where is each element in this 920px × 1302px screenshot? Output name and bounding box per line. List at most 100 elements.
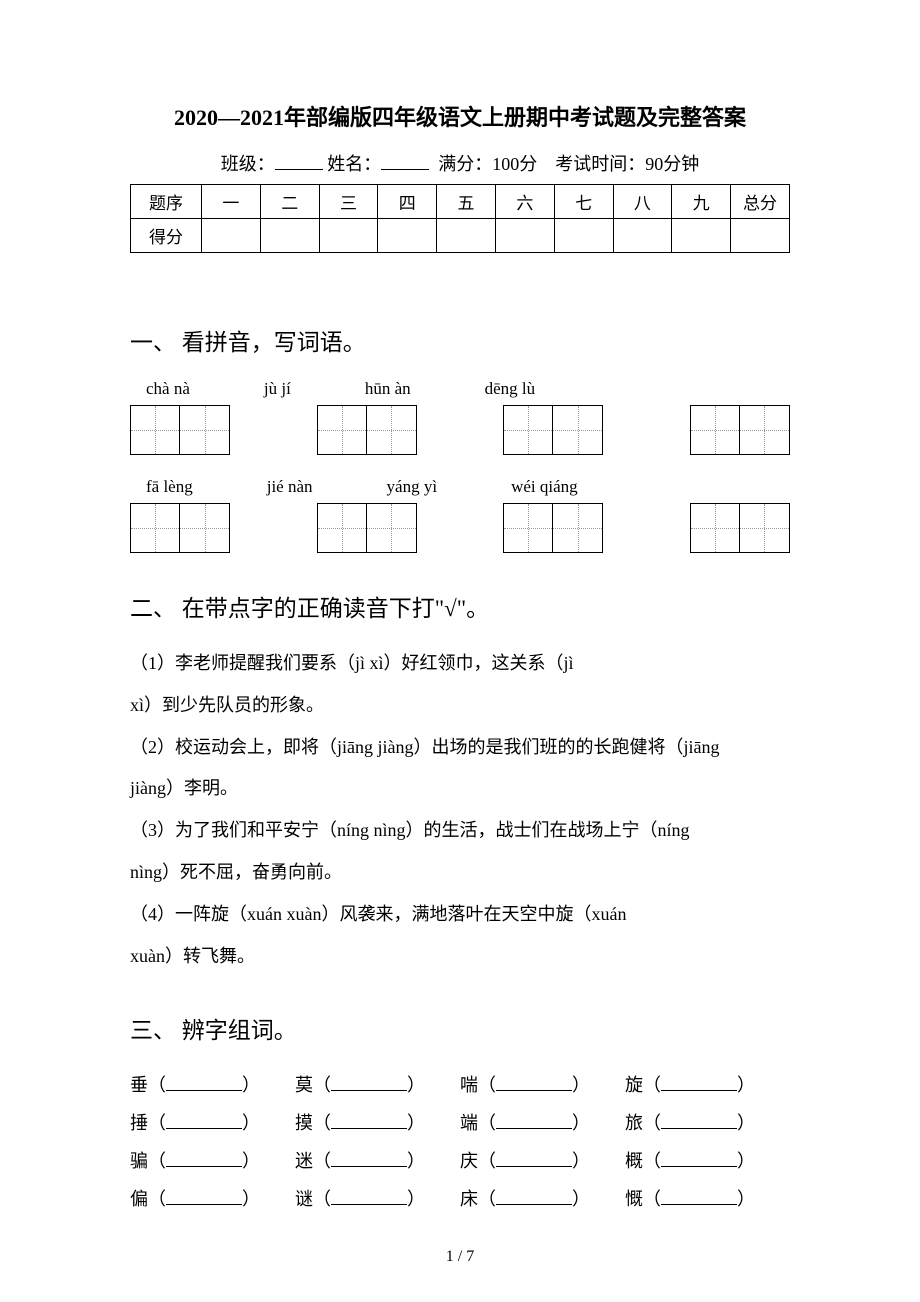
char-cell xyxy=(180,503,230,553)
word-item: 概（） xyxy=(625,1143,790,1181)
char-cell xyxy=(740,503,790,553)
pinyin: dēng lù xyxy=(485,379,536,399)
q2-line: xì）到少先队员的形象。 xyxy=(130,687,790,725)
pinyin: fā lèng xyxy=(146,477,193,497)
blank xyxy=(166,1151,242,1167)
blank xyxy=(496,1075,572,1091)
char-box xyxy=(317,405,417,455)
name-blank xyxy=(381,152,429,170)
cell: 总分 xyxy=(731,185,790,219)
word-row: 捶（） 摸（） 端（） 旅（） xyxy=(130,1105,790,1143)
blank xyxy=(496,1151,572,1167)
cell: 四 xyxy=(378,185,437,219)
blank xyxy=(166,1189,242,1205)
header-info: 班级： 姓名： 满分：100分 考试时间：90分钟 xyxy=(130,150,790,176)
char-box xyxy=(690,405,790,455)
word-item: 谜（） xyxy=(295,1181,460,1219)
page-number: 1 / 7 xyxy=(0,1248,920,1266)
blank xyxy=(496,1113,572,1129)
blank xyxy=(661,1075,737,1091)
char-box xyxy=(503,405,603,455)
cell: 九 xyxy=(672,185,731,219)
blank xyxy=(166,1113,242,1129)
char-cell xyxy=(317,503,367,553)
blank xyxy=(331,1189,407,1205)
blank xyxy=(661,1189,737,1205)
char-box xyxy=(130,503,230,553)
char-cell xyxy=(317,405,367,455)
char-cell xyxy=(690,405,740,455)
word-item: 偏（） xyxy=(130,1181,295,1219)
blank xyxy=(166,1075,242,1091)
cell: 六 xyxy=(495,185,554,219)
word-item: 捶（） xyxy=(130,1105,295,1143)
word-item: 莫（） xyxy=(295,1067,460,1105)
blank xyxy=(661,1113,737,1129)
section1-heading: 一、 看拼音，写词语。 xyxy=(130,323,790,357)
pinyin-row-2: fā lèng jié nàn yáng yì wéi qiáng xyxy=(130,477,790,497)
q2-line: （1）李老师提醒我们要系（jì xì）好红领巾，这关系（jì xyxy=(130,645,790,683)
word-item: 喘（） xyxy=(460,1067,625,1105)
char-cell xyxy=(180,405,230,455)
cell: 三 xyxy=(319,185,378,219)
full-score: 满分：100分 xyxy=(438,154,537,174)
section3-heading: 三、 辨字组词。 xyxy=(130,1011,790,1045)
cell xyxy=(260,219,319,253)
word-item: 垂（） xyxy=(130,1067,295,1105)
cell: 二 xyxy=(260,185,319,219)
blank xyxy=(331,1151,407,1167)
char-box xyxy=(690,503,790,553)
pinyin: jù jí xyxy=(264,379,291,399)
q2-line: nìng）死不屈，奋勇向前。 xyxy=(130,854,790,892)
document-title: 2020—2021年部编版四年级语文上册期中考试题及完整答案 xyxy=(130,100,790,132)
char-cell xyxy=(503,405,553,455)
table-row: 得分 xyxy=(131,219,790,253)
char-cell xyxy=(367,405,417,455)
cell: 八 xyxy=(613,185,672,219)
char-box xyxy=(503,503,603,553)
exam-time: 考试时间：90分钟 xyxy=(555,154,699,174)
word-item: 慨（） xyxy=(625,1181,790,1219)
cell: 七 xyxy=(554,185,613,219)
char-cell xyxy=(130,405,180,455)
pinyin: jié nàn xyxy=(267,477,313,497)
word-item: 摸（） xyxy=(295,1105,460,1143)
section2-heading: 二、 在带点字的正确读音下打"√"。 xyxy=(130,589,790,623)
char-cell xyxy=(130,503,180,553)
cell: 五 xyxy=(437,185,496,219)
pinyin: yáng yì xyxy=(387,477,438,497)
cell xyxy=(437,219,496,253)
name-label: 姓名： xyxy=(327,154,381,174)
word-item: 床（） xyxy=(460,1181,625,1219)
word-item: 端（） xyxy=(460,1105,625,1143)
cell xyxy=(672,219,731,253)
char-box xyxy=(317,503,417,553)
word-item: 旅（） xyxy=(625,1105,790,1143)
q2-line: （3）为了我们和平安宁（níng nìng）的生活，战士们在战场上宁（níng xyxy=(130,812,790,850)
blank xyxy=(331,1075,407,1091)
cell: 得分 xyxy=(131,219,202,253)
score-table: 题序 一 二 三 四 五 六 七 八 九 总分 得分 xyxy=(130,184,790,253)
char-box-row-1 xyxy=(130,405,790,455)
word-item: 迷（） xyxy=(295,1143,460,1181)
q2-line: xuàn）转飞舞。 xyxy=(130,938,790,976)
cell xyxy=(378,219,437,253)
char-cell xyxy=(740,405,790,455)
pinyin: chà nà xyxy=(146,379,190,399)
word-item: 庆（） xyxy=(460,1143,625,1181)
char-box-row-2 xyxy=(130,503,790,553)
word-item: 旋（） xyxy=(625,1067,790,1105)
q2-line: （2）校运动会上，即将（jiāng jiàng）出场的是我们班的的长跑健将（ji… xyxy=(130,729,790,767)
class-blank xyxy=(275,152,323,170)
cell xyxy=(554,219,613,253)
table-row: 题序 一 二 三 四 五 六 七 八 九 总分 xyxy=(131,185,790,219)
q2-line: （4）一阵旋（xuán xuàn）风袭来，满地落叶在天空中旋（xuán xyxy=(130,896,790,934)
char-cell xyxy=(553,503,603,553)
char-cell xyxy=(553,405,603,455)
cell xyxy=(731,219,790,253)
word-row: 骗（） 迷（） 庆（） 概（） xyxy=(130,1143,790,1181)
pinyin-row-1: chà nà jù jí hūn àn dēng lù xyxy=(130,379,790,399)
blank xyxy=(661,1151,737,1167)
char-cell xyxy=(367,503,417,553)
word-row: 垂（） 莫（） 喘（） 旋（） xyxy=(130,1067,790,1105)
